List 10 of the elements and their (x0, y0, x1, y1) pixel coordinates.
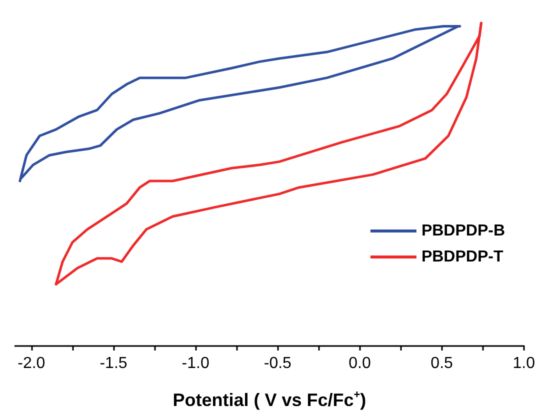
x-tick-label: 0.0 (348, 355, 371, 372)
x-tick-label: -1.0 (182, 355, 210, 372)
x-tick-label: -2.0 (18, 355, 46, 372)
legend-label: PBDPDP-B (421, 222, 505, 240)
x-tick-label: 1.0 (512, 355, 536, 372)
x-tick-label: -0.5 (264, 355, 292, 372)
x-tick-label: -1.5 (100, 355, 128, 372)
legend-label: PBDPDP-T (421, 248, 504, 266)
x-tick-label: 0.5 (430, 355, 454, 372)
x-axis-title: Potential ( V vs Fc/Fc+) (172, 389, 366, 410)
